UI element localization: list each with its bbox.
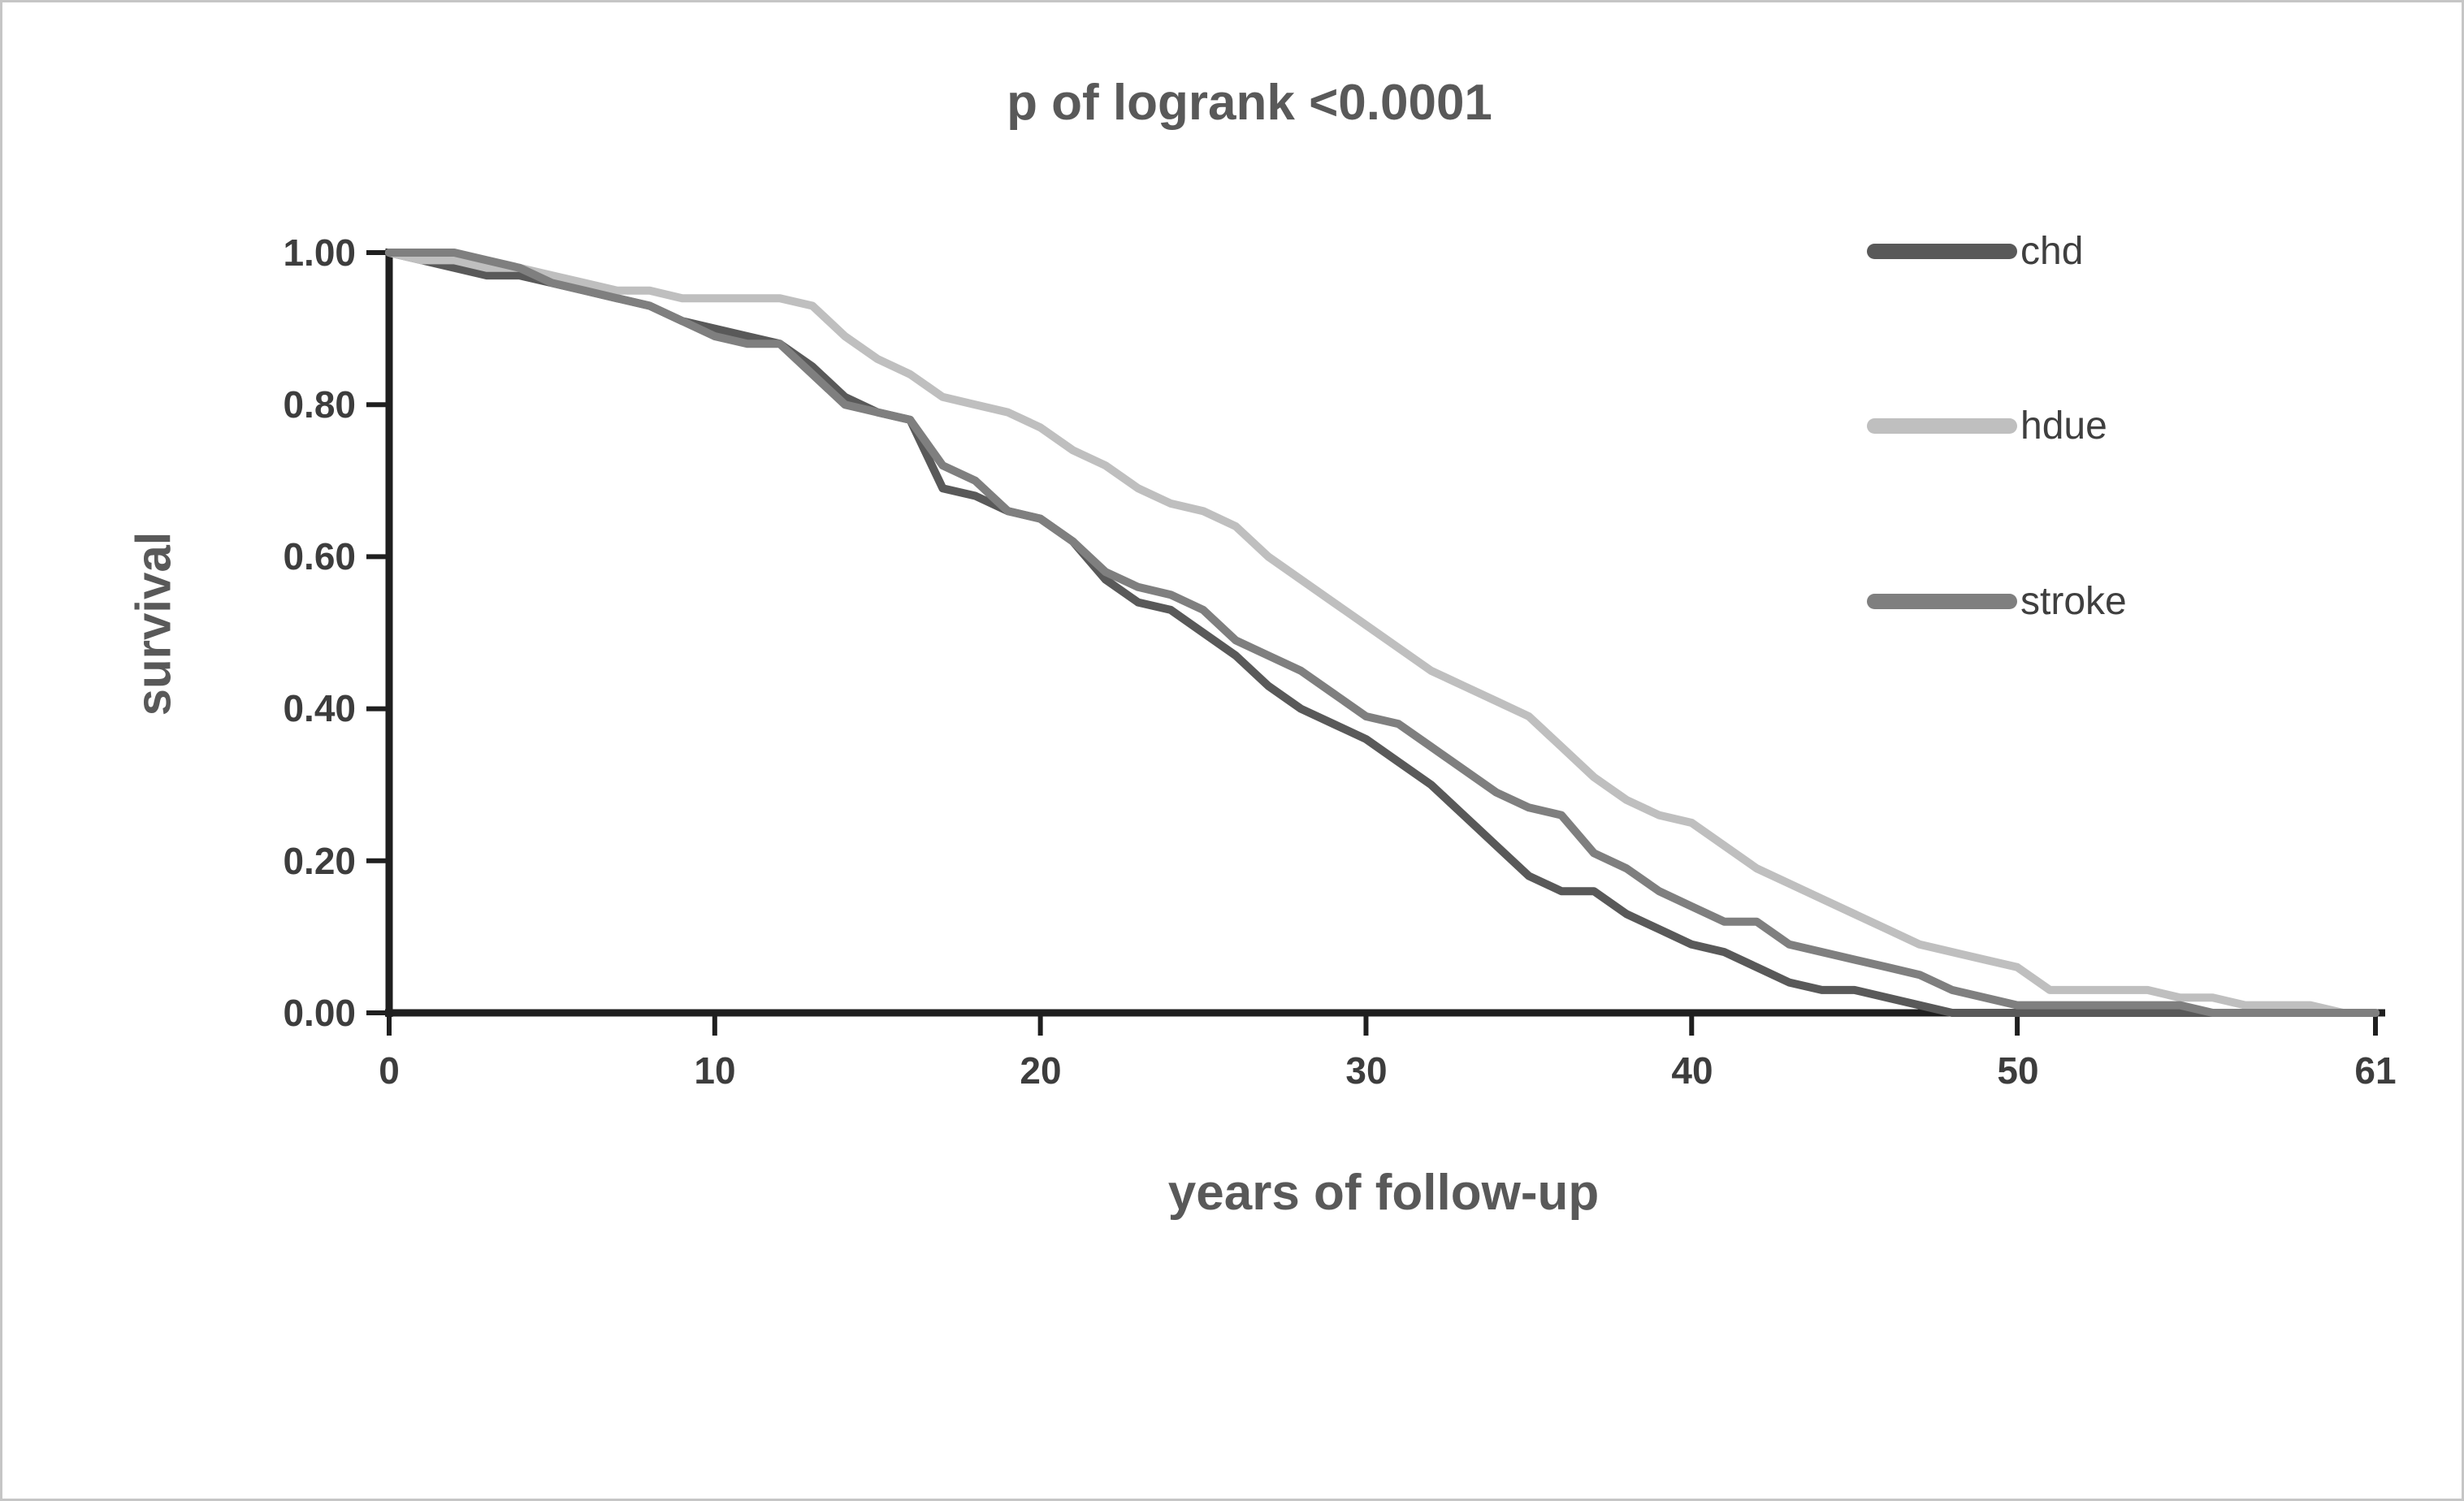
legend-item-chd: chd [1867, 229, 2083, 273]
legend-item-hdue: hdue [1867, 404, 2107, 448]
legend-label-stroke: stroke [2020, 579, 2127, 623]
axis-tick-marks [366, 250, 2378, 1036]
legend-swatch-hdue [1867, 417, 2017, 434]
x-tick-label-20: 20 [1020, 1049, 1062, 1092]
x-tick-label-61: 61 [2354, 1049, 2397, 1092]
series-line-chd [385, 249, 2380, 1017]
legend-item-stroke: stroke [1867, 579, 2127, 623]
series-line-hdue [385, 249, 2380, 1017]
chart-title: p of logrank <0.0001 [1007, 75, 1492, 131]
y-axis-title: survival [126, 531, 181, 716]
y-tick-label-0.20: 0.20 [283, 840, 356, 882]
series-line-stroke [385, 249, 2380, 1017]
legend-label-chd: chd [2020, 229, 2084, 273]
y-tick-label-1.00: 1.00 [283, 231, 356, 274]
x-tick-label-50: 50 [1997, 1049, 2039, 1092]
x-tick-label-0: 0 [379, 1049, 400, 1092]
legend-swatch-chd [1867, 243, 2017, 259]
x-tick-label-10: 10 [694, 1049, 736, 1092]
y-tick-label-0.80: 0.80 [283, 383, 356, 426]
legend-swatch-stroke [1867, 593, 2017, 609]
x-tick-label-40: 40 [1671, 1049, 1713, 1092]
y-tick-label-0.40: 0.40 [283, 687, 356, 729]
x-tick-label-30: 30 [1345, 1049, 1388, 1092]
x-axis-title: years of follow-up [1167, 1165, 1600, 1221]
legend-label-hdue: hdue [2020, 404, 2107, 448]
y-tick-label-0.00: 0.00 [283, 992, 356, 1034]
y-tick-label-0.60: 0.60 [283, 535, 356, 577]
